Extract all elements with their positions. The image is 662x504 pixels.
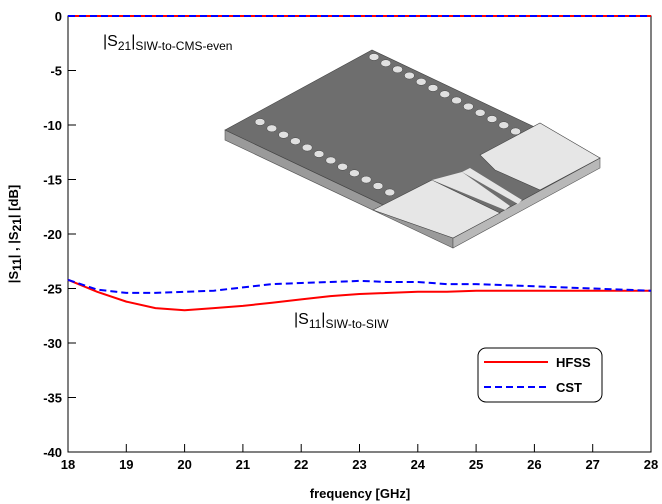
via-hole	[290, 138, 300, 145]
y-tick-label: 0	[55, 9, 62, 24]
via-hole	[369, 54, 379, 61]
via-hole	[314, 151, 324, 158]
y-tick-label: -30	[43, 336, 62, 351]
via-hole	[440, 91, 450, 98]
via-hole	[511, 128, 521, 135]
x-tick-label: 20	[177, 457, 191, 472]
annotation-part: |S	[294, 311, 309, 328]
x-tick-label: 26	[527, 457, 541, 472]
via-hole	[255, 119, 265, 126]
y-axis-label: |S11| , |S21| [dB]	[6, 185, 24, 283]
x-tick-label: 25	[469, 457, 483, 472]
x-tick-label: 18	[61, 457, 75, 472]
x-tick-label: 19	[119, 457, 133, 472]
y-label-sub: 21	[10, 218, 24, 232]
y-label-part: | [dB]	[6, 185, 21, 218]
y-tick-label: -10	[43, 118, 62, 133]
via-hole	[361, 176, 371, 183]
via-hole	[487, 116, 497, 123]
legend-label: HFSS	[556, 355, 591, 370]
chart: frequency [GHz] |S11| , |S21| [dB] |S21|…	[0, 0, 662, 504]
x-tick-label: 24	[411, 457, 426, 472]
y-label-part: |S	[6, 271, 21, 284]
via-hole	[499, 122, 509, 129]
annotation-sub: 11	[309, 317, 322, 331]
y-label-sub: 11	[10, 258, 24, 271]
via-hole	[393, 66, 403, 73]
via-hole	[302, 144, 312, 151]
x-tick-label: 21	[236, 457, 250, 472]
via-hole	[338, 163, 348, 170]
annotation-sub: SIW-to-SIW	[325, 317, 389, 331]
via-hole	[475, 109, 485, 116]
via-hole	[349, 170, 359, 177]
y-tick-label: -20	[43, 227, 62, 242]
x-tick-label: 28	[644, 457, 658, 472]
via-hole	[279, 131, 289, 138]
y-tick-label: -25	[43, 282, 62, 297]
via-hole	[381, 60, 391, 67]
via-hole	[452, 97, 462, 104]
via-hole	[373, 183, 383, 190]
annotation: |S11|SIW-to-SIW	[294, 311, 389, 331]
via-hole	[416, 78, 426, 85]
via-hole	[463, 103, 473, 110]
y-tick-label: -35	[43, 391, 62, 406]
y-tick-label: -5	[50, 64, 62, 79]
via-hole	[404, 72, 414, 79]
via-hole	[385, 189, 395, 196]
y-label-part: | , |S	[6, 231, 21, 258]
board-illustration	[225, 50, 600, 248]
via-hole	[428, 85, 438, 92]
legend-label: CST	[556, 380, 582, 395]
annotation-part: |S	[103, 33, 118, 50]
annotation: |S21|SIW-to-CMS-even	[103, 33, 232, 53]
via-hole	[326, 157, 336, 164]
x-tick-label: 22	[294, 457, 308, 472]
annotation-sub: SIW-to-CMS-even	[135, 39, 232, 53]
x-axis-label: frequency [GHz]	[310, 486, 410, 501]
via-hole	[267, 125, 277, 132]
series-line	[68, 280, 651, 311]
x-tick-label: 27	[585, 457, 599, 472]
y-tick-label: -40	[43, 445, 62, 460]
x-tick-label: 23	[352, 457, 366, 472]
y-tick-label: -15	[43, 173, 62, 188]
annotation-sub: 21	[118, 39, 132, 53]
